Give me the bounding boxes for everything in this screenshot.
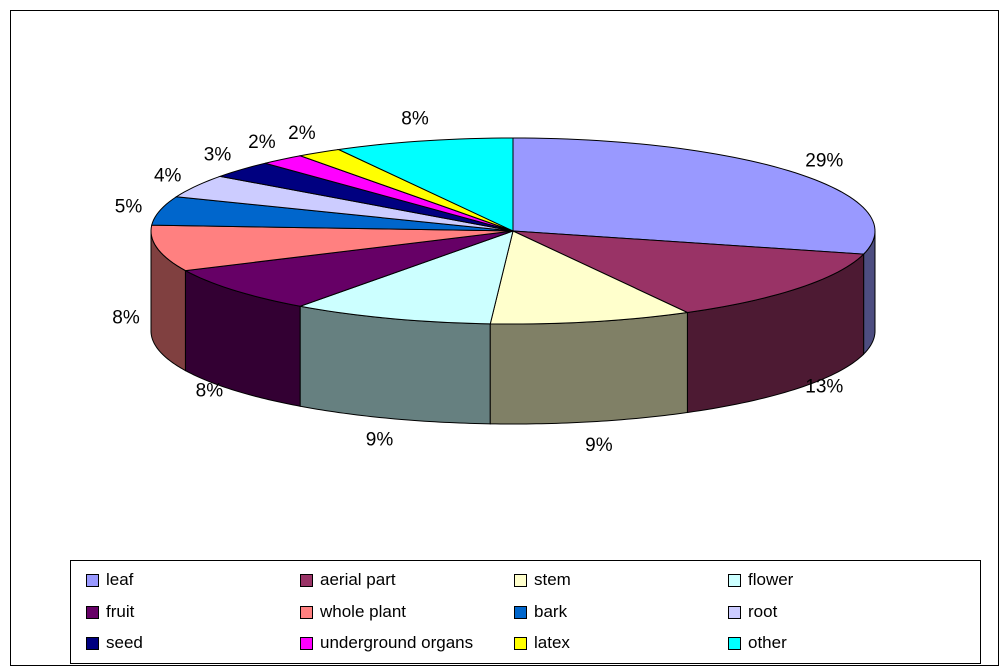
legend-label-whole-plant: whole plant [320,602,407,621]
legend-item-whole-plant: whole plant [300,601,406,623]
slice-label-aerial-part: 13% [805,376,843,397]
slice-leaf [512,137,876,255]
legend-swatch-flower [728,573,741,587]
legend-swatch-underground-organs [300,636,313,650]
slice-aerial-part [512,230,865,314]
slice-whole-plant [150,224,514,272]
slice-bark [151,196,514,232]
legend-item-aerial-part: aerial part [300,569,396,591]
legend-swatch-aerial-part [300,573,313,587]
legend-label-bark: bark [534,602,568,621]
slice-flower [298,230,514,325]
legend-swatch-stem [514,573,527,587]
legend-label-latex: latex [534,633,570,652]
slice-label-bark: 5% [115,197,143,218]
slice-label-underground-organs: 2% [248,132,276,153]
legend-item-bark: bark [514,601,567,623]
slice-fruit [183,230,514,307]
legend-label-seed: seed [106,633,143,652]
slice-label-fruit: 8% [196,380,224,401]
slice-other [336,137,514,232]
slice-underground-organs [265,155,514,232]
legend-item-latex: latex [514,632,570,654]
slice-label-flower: 9% [366,429,394,450]
legend-swatch-latex [514,636,527,650]
slice-side-flower [299,305,491,425]
slice-side-stem [489,311,688,425]
slice-label-latex: 2% [288,123,316,144]
legend-label-underground-organs: underground organs [320,633,474,652]
slice-label-root: 4% [154,166,182,187]
slice-seed [218,162,514,232]
legend-item-fruit: fruit [86,601,134,623]
legend-item-leaf: leaf [86,569,133,591]
slice-labels: 29% 13% 9% 9% 8% 8% 5% 4% 3% 2% 2% 8% [112,109,843,456]
legend-swatch-leaf [86,573,99,587]
legend-item-seed: seed [86,632,143,654]
slice-label-seed: 3% [204,145,232,166]
legend-label-other: other [748,633,787,652]
slice-label-other: 8% [401,109,429,130]
legend-item-root: root [728,601,777,623]
chart-frame [10,10,999,666]
legend-swatch-root [728,605,741,619]
slice-label-leaf: 29% [805,150,843,171]
legend-swatch-other [728,636,741,650]
pie-tops [150,137,876,325]
slice-latex [298,148,514,232]
slice-label-stem: 9% [585,435,613,456]
legend-swatch-bark [514,605,527,619]
legend-item-flower: flower [728,569,793,591]
legend-label-leaf: leaf [106,570,134,589]
legend-label-root: root [748,602,778,621]
legend-item-stem: stem [514,569,571,591]
legend-swatch-fruit [86,605,99,619]
legend-label-flower: flower [748,570,794,589]
legend-label-stem: stem [534,570,571,589]
slice-stem [489,230,690,325]
legend: leaf aerial part stem flower fruit whole plan… [70,560,981,664]
legend-item-other: other [728,632,787,654]
legend-swatch-whole-plant [300,605,313,619]
slice-label-whole-plant: 8% [112,307,140,328]
legend-swatch-seed [86,636,99,650]
legend-item-underground-organs: underground organs [300,632,473,654]
pie-sides [150,230,876,425]
legend-label-fruit: fruit [106,602,135,621]
slice-root [174,175,514,232]
legend-label-aerial-part: aerial part [320,570,396,589]
